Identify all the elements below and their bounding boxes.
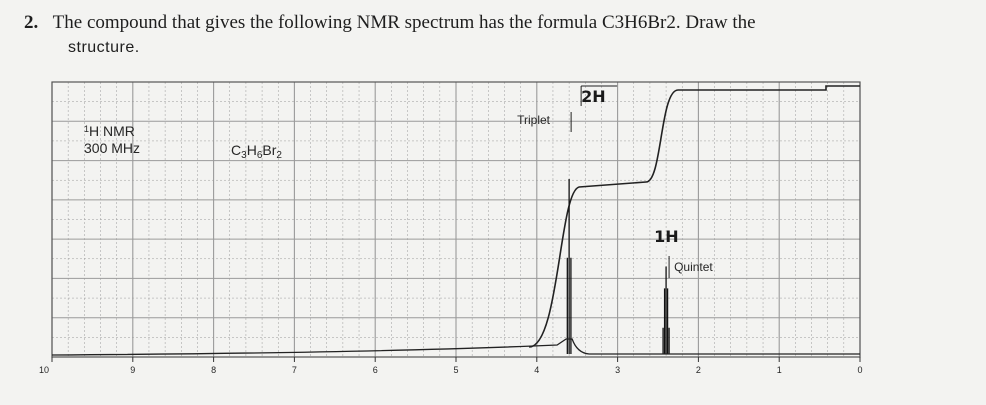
nucleus-label: 1H NMR: [84, 123, 135, 139]
x-tick-label: 5: [453, 365, 458, 375]
x-tick-label: 0: [857, 365, 862, 375]
question-prompt: The compound that gives the following NM…: [52, 12, 756, 33]
question-prompt-continued: structure.: [68, 39, 140, 56]
integration-curve: [528, 85, 860, 348]
triplet-label: Triplet: [517, 113, 551, 127]
integration-1h-label: 1H: [654, 227, 679, 246]
x-tick-label: 1: [777, 365, 782, 375]
integration-2h-label: 2H: [581, 87, 606, 106]
x-tick-label: 7: [292, 365, 297, 375]
x-tick-label: 6: [373, 365, 378, 375]
chart-grid: [51, 81, 861, 358]
spectrum-peaks: [566, 179, 670, 354]
x-tick-label: 10: [39, 365, 49, 375]
x-axis-ticks: 10 9 8 7 6 5 4 3 2 1 0: [39, 357, 863, 375]
spectrum-baseline: [51, 338, 860, 356]
x-tick-label: 8: [211, 365, 216, 375]
x-tick-label: 3: [615, 365, 620, 375]
formula-label: C3H6Br2: [231, 142, 282, 161]
x-tick-label: 4: [534, 365, 539, 375]
peak-annotations: Triplet 2H 1H Quintet: [517, 85, 713, 278]
x-tick-label: 9: [130, 365, 135, 375]
nucleus-text: H NMR: [89, 123, 135, 139]
frequency-label: 300 MHz: [84, 140, 140, 156]
quintet-label: Quintet: [674, 260, 713, 274]
question-number: 2.: [24, 12, 39, 33]
x-tick-label: 2: [696, 365, 701, 375]
question-text: 2. The compound that gives the following…: [24, 10, 924, 60]
